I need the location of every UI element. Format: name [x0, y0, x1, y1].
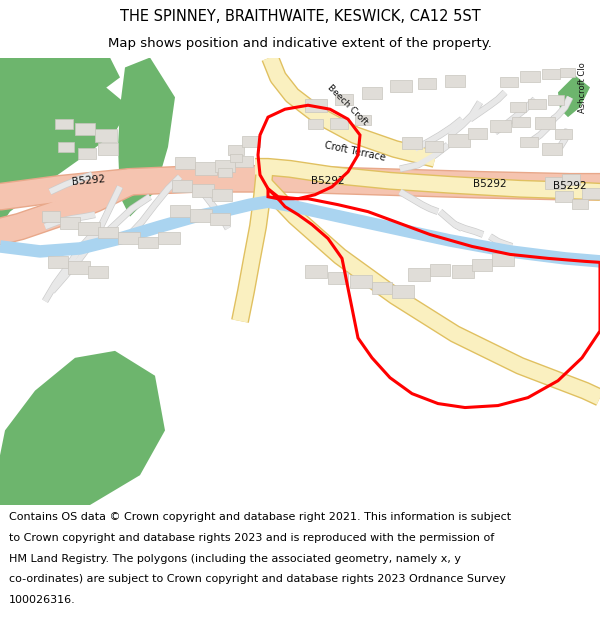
- Polygon shape: [118, 58, 175, 217]
- Bar: [170, 204, 190, 217]
- Bar: [158, 231, 180, 244]
- Text: Map shows position and indicative extent of the property.: Map shows position and indicative extent…: [108, 37, 492, 49]
- Bar: [215, 160, 235, 172]
- Bar: [98, 226, 118, 239]
- Text: Beech Croft: Beech Croft: [326, 83, 370, 127]
- Bar: [512, 117, 530, 127]
- Bar: [562, 174, 580, 185]
- Bar: [492, 253, 514, 266]
- Bar: [510, 102, 526, 112]
- Bar: [500, 78, 518, 88]
- Bar: [78, 148, 96, 159]
- Bar: [308, 119, 323, 129]
- Bar: [195, 162, 217, 175]
- Bar: [305, 266, 327, 278]
- Bar: [55, 119, 73, 129]
- Text: Ashcroft Clo: Ashcroft Clo: [578, 62, 587, 112]
- Bar: [528, 99, 546, 109]
- Bar: [138, 236, 158, 248]
- Text: co-ordinates) are subject to Crown copyright and database rights 2023 Ordnance S: co-ordinates) are subject to Crown copyr…: [9, 574, 506, 584]
- Text: THE SPINNEY, BRAITHWAITE, KESWICK, CA12 5ST: THE SPINNEY, BRAITHWAITE, KESWICK, CA12 …: [119, 9, 481, 24]
- Text: Contains OS data © Crown copyright and database right 2021. This information is : Contains OS data © Crown copyright and d…: [9, 512, 511, 522]
- Bar: [390, 81, 412, 92]
- Text: B5292: B5292: [71, 174, 105, 188]
- Bar: [235, 156, 253, 167]
- Text: Croft Terrace: Croft Terrace: [323, 141, 386, 163]
- Polygon shape: [0, 351, 165, 505]
- Bar: [98, 143, 118, 155]
- Bar: [330, 118, 348, 129]
- Bar: [190, 209, 212, 222]
- Bar: [542, 69, 560, 79]
- Bar: [535, 117, 555, 129]
- Bar: [472, 259, 492, 271]
- Bar: [95, 129, 117, 142]
- Text: 100026316.: 100026316.: [9, 595, 76, 605]
- Bar: [408, 268, 430, 281]
- Bar: [468, 128, 487, 139]
- Bar: [210, 213, 230, 224]
- Bar: [88, 266, 108, 278]
- Bar: [355, 115, 371, 125]
- Bar: [175, 157, 195, 169]
- Bar: [362, 88, 382, 99]
- Text: B5292: B5292: [553, 181, 587, 191]
- Bar: [448, 134, 470, 147]
- Bar: [218, 168, 232, 177]
- Bar: [445, 76, 465, 88]
- Bar: [520, 137, 538, 147]
- Bar: [425, 141, 443, 152]
- Bar: [335, 94, 353, 105]
- Bar: [228, 145, 244, 155]
- Bar: [68, 261, 90, 274]
- Bar: [452, 266, 474, 278]
- Polygon shape: [0, 58, 95, 177]
- Text: HM Land Registry. The polygons (including the associated geometry, namely x, y: HM Land Registry. The polygons (includin…: [9, 554, 461, 564]
- Bar: [555, 129, 572, 139]
- Bar: [548, 95, 564, 105]
- Bar: [192, 184, 214, 197]
- Bar: [430, 264, 450, 276]
- Bar: [42, 211, 60, 222]
- Bar: [60, 217, 80, 229]
- Bar: [242, 136, 260, 147]
- Bar: [572, 199, 588, 209]
- Text: to Crown copyright and database rights 2023 and is reproduced with the permissio: to Crown copyright and database rights 2…: [9, 533, 494, 543]
- Bar: [75, 123, 95, 135]
- Bar: [350, 275, 372, 288]
- Bar: [520, 71, 540, 82]
- Bar: [328, 272, 348, 284]
- Bar: [392, 285, 414, 298]
- Bar: [560, 69, 575, 78]
- Text: B5292: B5292: [311, 176, 345, 186]
- Bar: [58, 142, 74, 152]
- Bar: [555, 191, 573, 202]
- Bar: [490, 120, 511, 132]
- Polygon shape: [0, 82, 130, 226]
- Polygon shape: [0, 58, 60, 157]
- Bar: [545, 177, 565, 189]
- Bar: [542, 143, 562, 155]
- Text: B5292: B5292: [473, 179, 507, 189]
- Polygon shape: [0, 78, 115, 197]
- Bar: [118, 231, 140, 244]
- Polygon shape: [0, 58, 120, 152]
- Bar: [372, 282, 392, 294]
- Bar: [212, 189, 232, 201]
- Bar: [418, 78, 436, 89]
- Bar: [172, 180, 192, 192]
- Bar: [48, 256, 68, 268]
- Bar: [78, 222, 100, 234]
- Bar: [402, 137, 422, 149]
- Polygon shape: [558, 76, 590, 117]
- Bar: [230, 154, 242, 162]
- Polygon shape: [0, 58, 80, 132]
- Bar: [305, 99, 327, 112]
- Bar: [582, 188, 600, 199]
